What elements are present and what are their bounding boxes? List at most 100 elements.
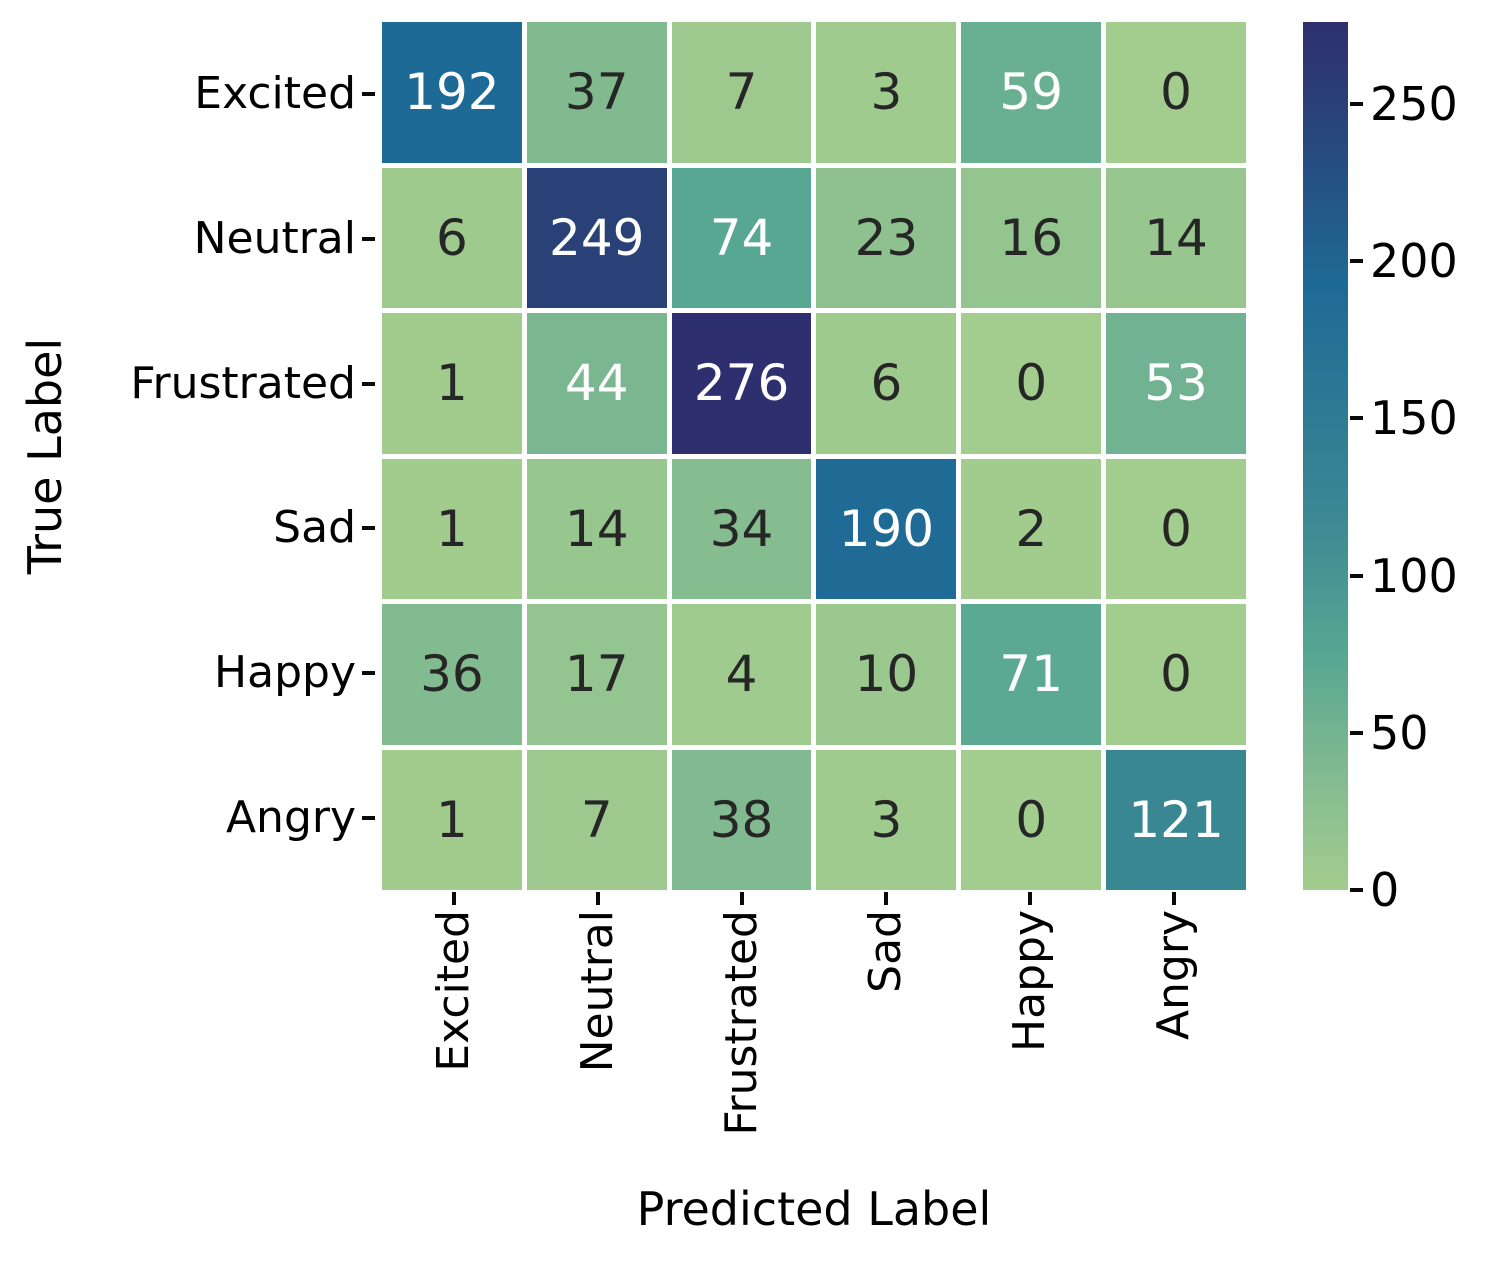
cell-value: 249 <box>549 208 645 267</box>
ytick-label-frustrated: Frustrated <box>130 357 356 409</box>
ytick-label-angry: Angry <box>225 791 356 843</box>
colorbar-tick-label-50: 50 <box>1370 705 1429 760</box>
heatmap-cell-angry-angry: 121 <box>1106 749 1246 890</box>
xtick-mark <box>740 892 744 905</box>
xtick-label-angry: Angry <box>1148 910 1199 1041</box>
heatmap-cell-happy-happy: 71 <box>961 604 1102 745</box>
heatmap-cell-sad-sad: 190 <box>816 458 957 599</box>
colorbar-tick-mark <box>1350 730 1363 735</box>
heatmap-cell-sad-excited: 1 <box>382 458 522 599</box>
heatmap-cell-sad-angry: 0 <box>1106 458 1246 599</box>
ytick-label-happy: Happy <box>214 647 356 698</box>
xtick-label-frustrated: Frustrated <box>716 910 767 1136</box>
xtick-label-happy: Happy <box>1004 910 1055 1052</box>
cell-value: 0 <box>1015 354 1048 413</box>
colorbar-tick-label-150: 150 <box>1370 391 1458 446</box>
heatmap-cell-happy-angry: 0 <box>1106 604 1246 745</box>
cell-value: 23 <box>854 208 919 267</box>
heatmap-cell-neutral-sad: 23 <box>816 167 957 308</box>
cell-value: 1 <box>436 354 468 413</box>
heatmap-cell-neutral-happy: 16 <box>961 167 1102 308</box>
ytick-mark <box>362 237 375 241</box>
heatmap-cell-neutral-neutral: 249 <box>526 167 667 308</box>
ytick-mark <box>362 526 375 531</box>
heatmap-cell-sad-neutral: 14 <box>526 458 667 599</box>
heatmap-cell-angry-frustrated: 38 <box>671 749 812 890</box>
colorbar-gradient <box>1303 22 1348 890</box>
heatmap-cell-frustrated-sad: 6 <box>816 313 957 454</box>
ytick-label-neutral: Neutral <box>193 213 356 264</box>
ytick-mark <box>362 671 375 675</box>
colorbar-tick-mark <box>1350 101 1363 106</box>
cell-value: 0 <box>1160 63 1192 122</box>
cell-value: 1 <box>436 499 468 558</box>
colorbar-tick-mark <box>1350 259 1363 263</box>
cell-value: 4 <box>725 645 758 704</box>
cell-value: 7 <box>580 790 613 849</box>
heatmap-cell-excited-neutral: 37 <box>526 22 667 163</box>
heatmap-cell-angry-excited: 1 <box>382 749 522 890</box>
heatmap-cell-sad-frustrated: 34 <box>671 458 812 599</box>
heatmap-cell-happy-neutral: 17 <box>526 604 667 745</box>
heatmap-cell-excited-happy: 59 <box>961 22 1102 163</box>
cell-value: 14 <box>1144 208 1208 267</box>
heatmap-cell-excited-sad: 3 <box>816 22 957 163</box>
ytick-mark <box>362 815 375 820</box>
heatmap-cell-neutral-excited: 6 <box>382 167 522 308</box>
heatmap-cell-frustrated-angry: 53 <box>1106 313 1246 454</box>
heatmap-cell-excited-angry: 0 <box>1106 22 1246 163</box>
xtick-label-excited: Excited <box>428 910 479 1072</box>
cell-value: 3 <box>870 790 903 849</box>
xtick-label-neutral: Neutral <box>572 910 623 1073</box>
ytick-mark <box>362 92 375 97</box>
heatmap-cell-neutral-angry: 14 <box>1106 167 1246 308</box>
cell-value: 190 <box>838 499 935 558</box>
cell-value: 44 <box>564 354 629 413</box>
cell-value: 34 <box>709 499 774 558</box>
cell-value: 2 <box>1015 499 1048 558</box>
ytick-mark <box>362 381 375 386</box>
cell-value: 0 <box>1160 645 1192 704</box>
cell-value: 276 <box>693 354 790 413</box>
colorbar-tick-mark <box>1350 573 1363 578</box>
heatmap-cell-excited-excited: 192 <box>382 22 522 163</box>
cell-value: 59 <box>999 63 1064 122</box>
cell-value: 14 <box>564 499 629 558</box>
cell-value: 6 <box>436 208 468 267</box>
colorbar-tick-mark <box>1350 888 1363 892</box>
x-axis-label: Predicted Label <box>636 1182 992 1236</box>
cell-value: 74 <box>709 208 774 267</box>
cell-value: 7 <box>725 63 758 122</box>
cell-value: 38 <box>709 790 774 849</box>
ytick-label-excited: Excited <box>194 68 356 120</box>
colorbar-tick-label-250: 250 <box>1370 76 1458 131</box>
xtick-mark <box>884 892 888 905</box>
cell-value: 1 <box>436 790 468 849</box>
xtick-mark <box>596 892 600 905</box>
cell-value: 53 <box>1144 354 1208 413</box>
heatmap-cell-happy-excited: 36 <box>382 604 522 745</box>
xtick-mark <box>1172 892 1176 905</box>
heatmap-cell-frustrated-happy: 0 <box>961 313 1102 454</box>
heatmap-cell-frustrated-neutral: 44 <box>526 313 667 454</box>
heatmap-cell-frustrated-frustrated: 276 <box>671 313 812 454</box>
y-axis-label: True Label <box>18 337 72 575</box>
colorbar-tick-mark <box>1350 416 1363 421</box>
cell-value: 10 <box>854 645 919 704</box>
cell-value: 6 <box>870 354 903 413</box>
cell-value: 37 <box>564 63 629 122</box>
cell-value: 121 <box>1128 790 1224 849</box>
cell-value: 0 <box>1160 499 1192 558</box>
heatmap-cell-neutral-frustrated: 74 <box>671 167 812 308</box>
heatmap-cell-angry-happy: 0 <box>961 749 1102 890</box>
heatmap-cell-happy-sad: 10 <box>816 604 957 745</box>
cell-value: 36 <box>420 645 484 704</box>
cell-value: 71 <box>999 645 1064 704</box>
heatmap-cell-sad-happy: 2 <box>961 458 1102 599</box>
heatmap-cell-angry-neutral: 7 <box>526 749 667 890</box>
ytick-label-sad: Sad <box>273 502 356 554</box>
cell-value: 17 <box>564 645 629 704</box>
colorbar-tick-label-0: 0 <box>1370 863 1400 917</box>
heatmap-cell-excited-frustrated: 7 <box>671 22 812 163</box>
